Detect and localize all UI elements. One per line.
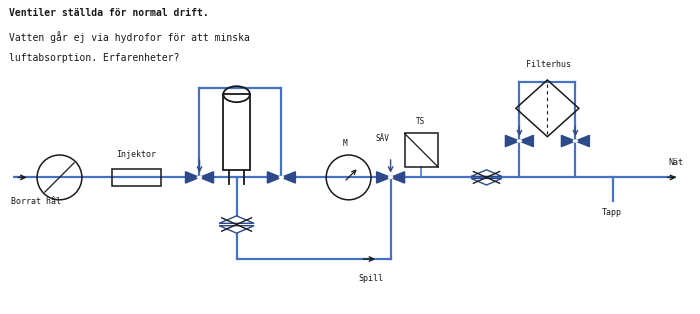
Polygon shape: [281, 172, 295, 183]
Polygon shape: [519, 135, 533, 147]
Text: luftabsorption. Erfarenheter?: luftabsorption. Erfarenheter?: [9, 53, 179, 63]
Text: Vatten går ej via hydrofor för att minska: Vatten går ej via hydrofor för att minsk…: [9, 31, 250, 43]
Text: Spill: Spill: [358, 274, 384, 283]
Text: Borrat hål: Borrat hål: [11, 197, 61, 206]
Bar: [405, 133, 438, 167]
Text: SÄV: SÄV: [375, 134, 389, 143]
Circle shape: [573, 140, 578, 142]
Polygon shape: [377, 172, 391, 183]
Polygon shape: [186, 172, 199, 183]
Polygon shape: [391, 172, 405, 183]
Polygon shape: [219, 216, 254, 223]
Text: Ventiler ställda för normal drift.: Ventiler ställda för normal drift.: [9, 8, 209, 18]
Text: TS: TS: [416, 117, 425, 126]
Polygon shape: [471, 170, 502, 176]
Text: Injektor: Injektor: [116, 150, 157, 159]
Circle shape: [279, 176, 284, 178]
Text: Filterhus: Filterhus: [526, 60, 571, 69]
Bar: [223, 94, 250, 170]
Polygon shape: [561, 135, 575, 147]
Circle shape: [517, 140, 522, 142]
Polygon shape: [575, 135, 589, 147]
Polygon shape: [199, 172, 213, 183]
Polygon shape: [267, 172, 281, 183]
Text: Tapp: Tapp: [602, 208, 622, 217]
Polygon shape: [505, 135, 519, 147]
Polygon shape: [219, 226, 254, 233]
Text: M: M: [343, 138, 348, 148]
Circle shape: [389, 176, 393, 178]
Bar: [112, 169, 161, 186]
Polygon shape: [471, 178, 502, 185]
Circle shape: [197, 176, 202, 178]
Text: Nät: Nät: [668, 158, 683, 167]
